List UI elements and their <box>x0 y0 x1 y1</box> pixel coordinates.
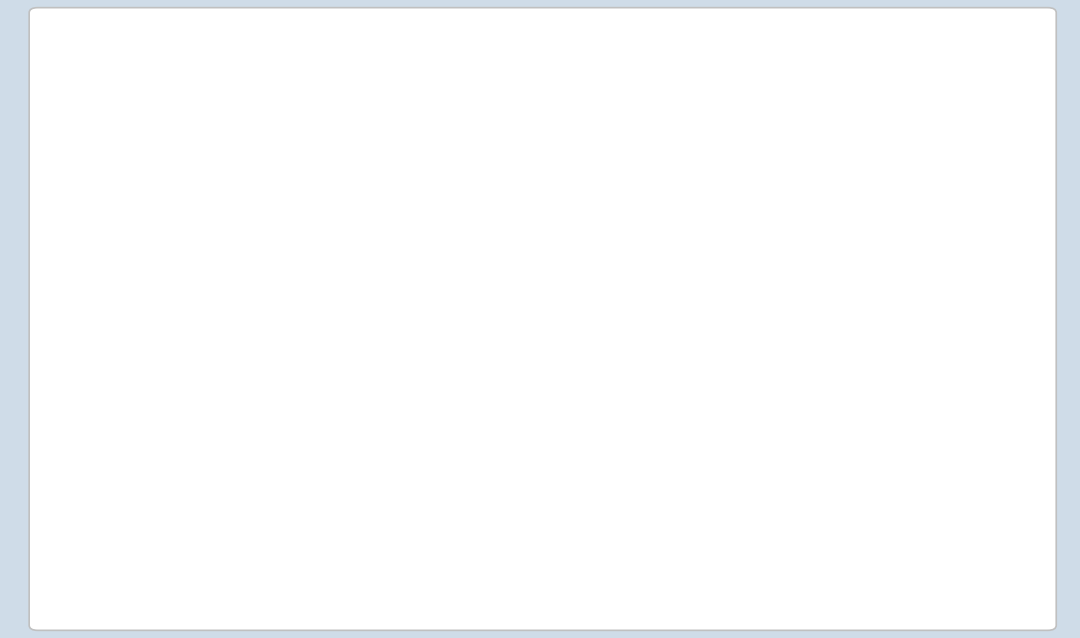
Text: $\dfrac{4}{3}.$: $\dfrac{4}{3}.$ <box>194 533 225 588</box>
Text: $\dfrac{8}{3}.$: $\dfrac{8}{3}.$ <box>194 454 225 509</box>
Text: D): D) <box>113 467 151 495</box>
Text: C): C) <box>113 388 148 416</box>
Text: $y^2 = 9 - x$  and  $x = 5.$: $y^2 = 9 - x$ and $x = 5.$ <box>382 160 703 196</box>
Text: E): E) <box>113 547 147 575</box>
Text: B): B) <box>113 311 149 339</box>
Text: $\dfrac{24}{3}.$: $\dfrac{24}{3}.$ <box>194 297 243 353</box>
Text: Find the area of the region enclosed by the graphs of:: Find the area of the region enclosed by … <box>63 56 955 84</box>
Text: $\dfrac{16}{3}.$: $\dfrac{16}{3}.$ <box>194 374 243 429</box>
Text: $\dfrac{32}{3}.$: $\dfrac{32}{3}.$ <box>194 221 243 276</box>
Text: A): A) <box>113 235 149 263</box>
